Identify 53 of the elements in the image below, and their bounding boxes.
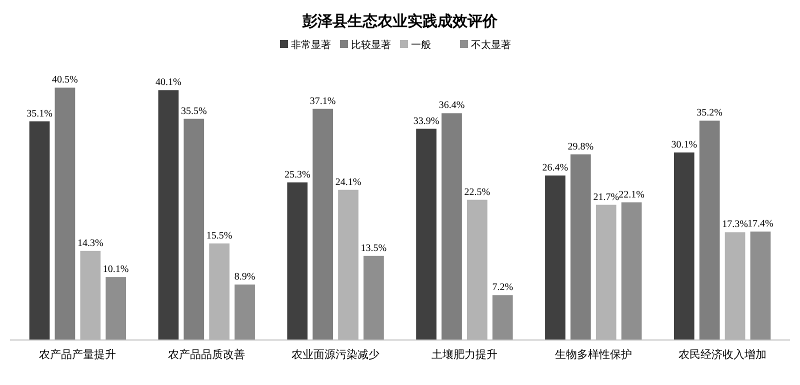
bar [29,121,50,340]
data-label: 29.8% [568,141,594,152]
data-label: 17.4% [748,218,774,230]
data-label: 36.4% [438,100,465,112]
bar [442,113,462,340]
data-label: 17.3% [722,219,748,230]
bar [287,182,308,340]
bar [621,202,642,340]
data-label: 37.1% [310,96,336,107]
data-label: 24.1% [335,176,362,188]
legend-label: 非常显著 [291,39,331,51]
data-label: 21.7% [593,192,620,203]
data-label: 14.3% [77,238,104,249]
bar [158,90,179,340]
data-label: 35.2% [696,108,723,119]
chart-title: 彭泽县生态农业实践成效评价 [302,12,498,30]
x-tick-label: 农产品产量提升 [39,348,116,361]
bar [699,120,720,340]
data-label: 25.3% [284,169,310,180]
data-label: 35.1% [26,108,52,120]
data-label: 13.5% [360,242,387,254]
bar [364,256,384,340]
bar [545,176,566,340]
bar [416,128,436,340]
x-tick-label: 农产品品质改善 [168,348,246,361]
bar [54,88,76,340]
data-label: 30.1% [671,139,698,150]
data-label: 33.9% [413,116,440,127]
bar [184,118,204,340]
bar [106,277,126,340]
legend-label: 不太显著 [471,39,511,51]
bar [492,295,513,340]
data-label: 26.4% [542,162,568,174]
x-tick-label: 生物多样性保护 [554,348,632,361]
bar [674,152,694,340]
bar [570,154,591,340]
data-label: 7.2% [492,282,514,294]
data-label: 35.5% [180,106,207,117]
data-label: 10.1% [102,264,129,276]
bar [750,232,771,340]
x-tick-label: 农民经济收入增加 [678,348,766,361]
data-label: 40.5% [52,74,78,86]
data-label: 15.5% [206,230,232,242]
bar [234,284,255,340]
data-label: 22.1% [618,189,644,200]
legend-label: 比较显著 [351,39,391,51]
legend-label: 一般 [411,40,431,51]
data-label: 40.1% [156,77,182,88]
data-label: 22.5% [464,186,490,198]
x-tick-label: 农业面源污染减少 [292,348,380,361]
bar [312,108,333,340]
x-tick-label: 土壤肥力提升 [431,348,498,361]
data-label: 8.9% [234,272,256,283]
